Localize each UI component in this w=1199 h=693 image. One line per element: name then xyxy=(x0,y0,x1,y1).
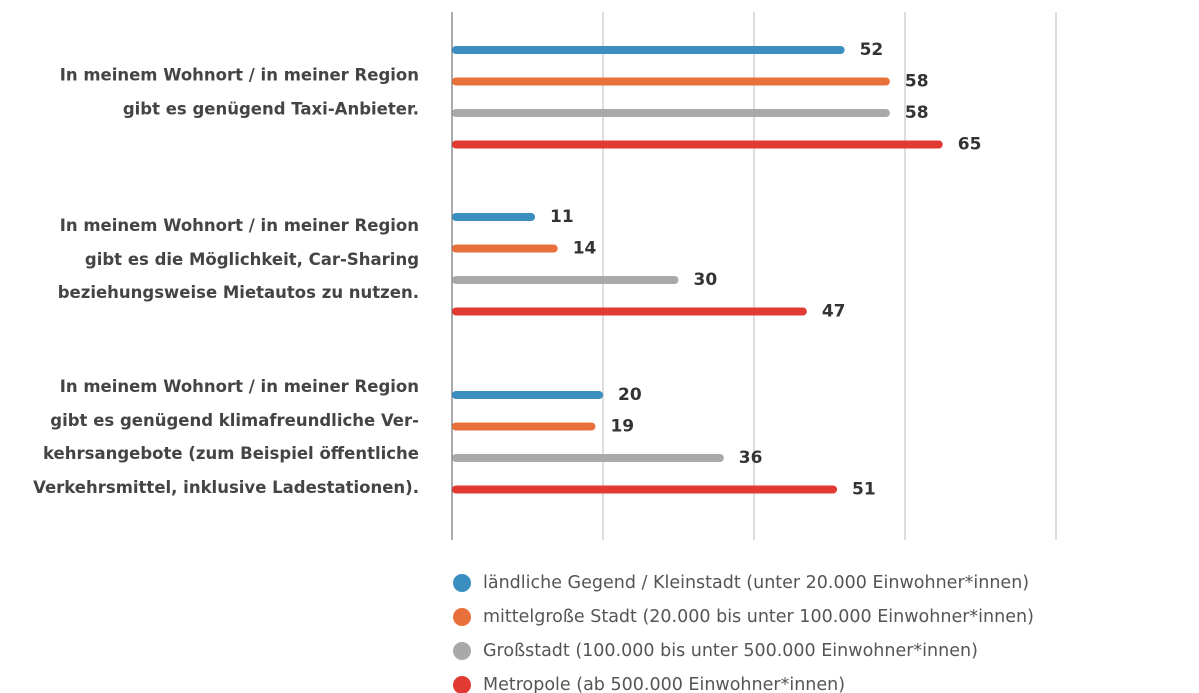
value-label: 19 xyxy=(610,417,634,437)
value-label: 14 xyxy=(573,239,597,259)
value-label: 30 xyxy=(694,270,718,290)
legend-label: Großstadt (100.000 bis unter 500.000 Ein… xyxy=(483,641,978,661)
value-label: 20 xyxy=(618,385,642,405)
value-label: 58 xyxy=(905,72,929,92)
value-label: 36 xyxy=(739,448,763,468)
value-label: 52 xyxy=(860,40,884,60)
legend-swatch xyxy=(453,608,471,626)
value-label: 47 xyxy=(822,302,846,322)
category-label: In meinem Wohnort / in meiner Region gib… xyxy=(59,65,419,119)
value-label: 51 xyxy=(852,480,876,500)
legend-label: Metropole (ab 500.000 Einwohner*innen) xyxy=(483,675,845,693)
legend-swatch xyxy=(453,574,471,592)
legend-swatch xyxy=(453,642,471,660)
legend-label: ländliche Gegend / Kleinstadt (unter 20.… xyxy=(483,573,1029,593)
legend-label: mittelgroße Stadt (20.000 bis unter 100.… xyxy=(483,607,1034,627)
value-label: 11 xyxy=(550,207,574,227)
value-label: 65 xyxy=(958,135,982,155)
category-label: In meinem Wohnort / in meiner Region gib… xyxy=(57,216,419,302)
value-label: 58 xyxy=(905,103,929,123)
category-label: In meinem Wohnort / in meiner Region gib… xyxy=(33,377,419,497)
legend-swatch xyxy=(453,676,471,693)
